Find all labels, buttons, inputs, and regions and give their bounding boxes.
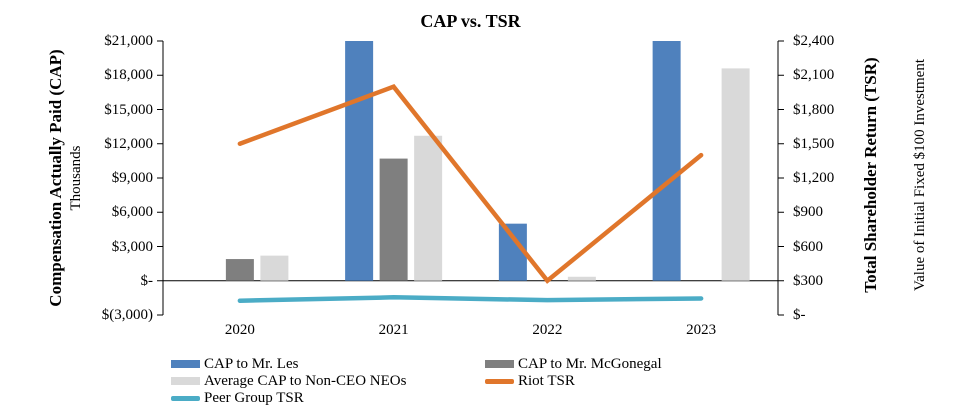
left-axis-tick-label: $3,000 (111, 238, 153, 255)
category-label-2020: 2020 (224, 322, 255, 338)
right-axis-tick-label: $300 (793, 272, 823, 289)
bar-average-cap-to-non-ceo-neos-2020 (260, 255, 289, 281)
line-riot-tsr (237, 83, 704, 284)
left-axis-tick-label: $18,000 (104, 67, 153, 84)
legend-label: CAP to Mr. McGonegal (518, 356, 662, 372)
right-axis-tick-label: $1,200 (793, 170, 835, 186)
bar-average-cap-to-non-ceo-neos-2021 (414, 135, 443, 281)
legend-item-average-cap-to-non-ceo-neos: Average CAP to Non-CEO NEOs (171, 373, 406, 389)
legend-item-cap-to-mr-les: CAP to Mr. Les (171, 356, 298, 372)
category-label-2022: 2022 (532, 322, 563, 338)
bar-cap-to-mr-mcgonegal-2021 (379, 158, 408, 281)
legend-swatch-cap-to-mr-les (171, 360, 200, 368)
legend-swatch-riot-tsr (485, 378, 514, 384)
bar-average-cap-to-non-ceo-neos-2022 (567, 276, 596, 281)
left-axis-tick-label: $9,000 (111, 170, 153, 186)
category-label-2021: 2021 (378, 322, 409, 338)
legend-label: Average CAP to Non-CEO NEOs (204, 373, 407, 389)
legend-item-cap-to-mr-mcgonegal: CAP to Mr. McGonegal (485, 356, 662, 372)
right-axis-tick-label: $- (793, 307, 806, 323)
bar-cap-to-mr-mcgonegal-2020 (225, 259, 254, 281)
legend-item-peer-group-tsr: Peer Group TSR (171, 390, 304, 406)
legend-item-riot-tsr: Riot TSR (485, 373, 575, 389)
legend-label: Riot TSR (518, 373, 575, 389)
legend-label: Peer Group TSR (204, 390, 304, 406)
left-axis-tick-label: $12,000 (104, 135, 153, 152)
legend-swatch-cap-to-mr-mcgonegal (485, 360, 514, 368)
right-axis-tick-label: $2,400 (793, 33, 835, 49)
line-peer-group-tsr (237, 295, 704, 303)
right-axis-tick-label: $1,500 (793, 135, 835, 152)
legend-swatch-average-cap-to-non-ceo-neos (171, 377, 200, 385)
bar-cap-to-mr-les-2021 (345, 41, 374, 281)
bar-average-cap-to-non-ceo-neos-2023 (721, 68, 750, 281)
right-axis-tick-label: $600 (793, 238, 823, 255)
chart-title: CAP vs. TSR (420, 11, 521, 31)
left-axis-tick-label: $(3,000) (101, 307, 153, 323)
left-axis-tick-label: $- (140, 272, 154, 289)
legend-swatch-peer-group-tsr (171, 395, 200, 401)
bar-cap-to-mr-les-2023 (652, 41, 681, 281)
left-axis-tick-label: $15,000 (104, 101, 153, 118)
category-label-2023: 2023 (686, 322, 717, 338)
legend-label: CAP to Mr. Les (204, 356, 299, 372)
left-axis-tick-label: $6,000 (111, 204, 153, 221)
right-axis-tick-label: $1,800 (793, 101, 835, 118)
right-axis-tick-label: $2,100 (793, 67, 835, 84)
right-axis-tick-label: $900 (793, 204, 823, 221)
left-axis-tick-label: $21,000 (104, 33, 153, 49)
